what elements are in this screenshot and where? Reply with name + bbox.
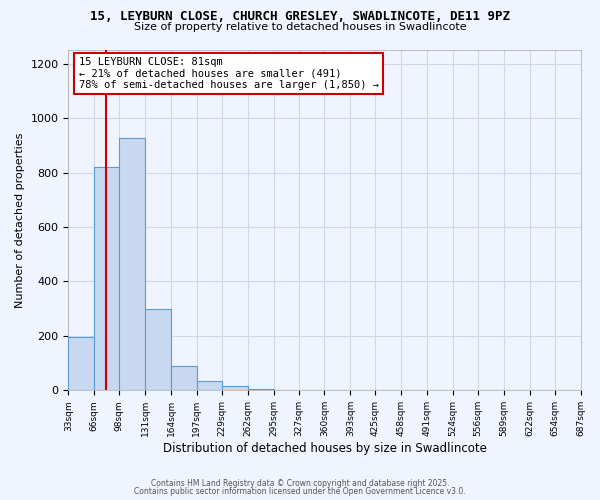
- Text: Size of property relative to detached houses in Swadlincote: Size of property relative to detached ho…: [134, 22, 466, 32]
- X-axis label: Distribution of detached houses by size in Swadlincote: Distribution of detached houses by size …: [163, 442, 487, 455]
- Bar: [68, 336, 94, 390]
- Text: Contains HM Land Registry data © Crown copyright and database right 2025.: Contains HM Land Registry data © Crown c…: [151, 478, 449, 488]
- Bar: [222, 386, 248, 390]
- Text: Contains public sector information licensed under the Open Government Licence v3: Contains public sector information licen…: [134, 487, 466, 496]
- Y-axis label: Number of detached properties: Number of detached properties: [15, 132, 25, 308]
- Bar: [197, 381, 222, 390]
- Text: 15 LEYBURN CLOSE: 81sqm
← 21% of detached houses are smaller (491)
78% of semi-d: 15 LEYBURN CLOSE: 81sqm ← 21% of detache…: [79, 57, 379, 90]
- Bar: [171, 366, 197, 390]
- Bar: [119, 138, 145, 390]
- Bar: [145, 309, 171, 390]
- Bar: [248, 389, 274, 390]
- Text: 15, LEYBURN CLOSE, CHURCH GRESLEY, SWADLINCOTE, DE11 9PZ: 15, LEYBURN CLOSE, CHURCH GRESLEY, SWADL…: [90, 10, 510, 23]
- Bar: [94, 166, 119, 390]
